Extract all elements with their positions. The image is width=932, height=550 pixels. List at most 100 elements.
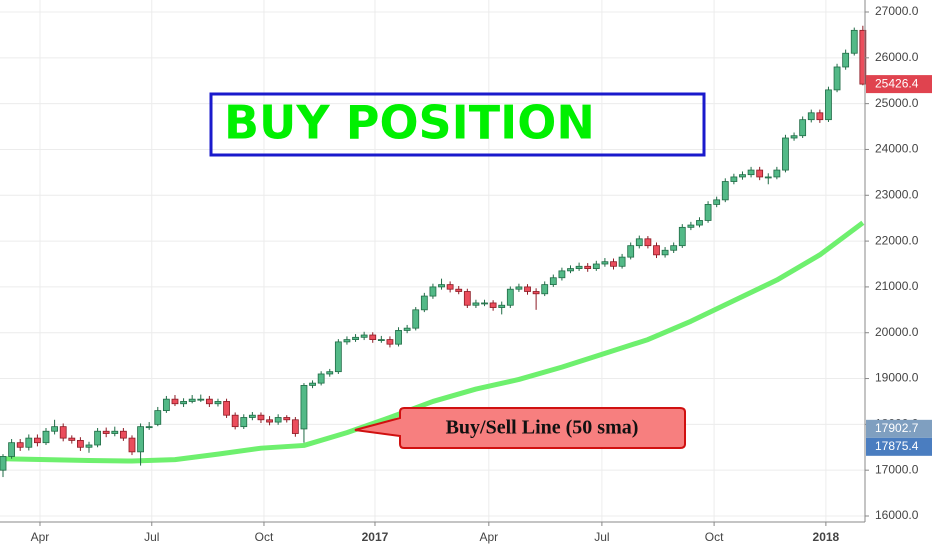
candle-body	[850, 29, 858, 54]
candle-body	[0, 456, 7, 471]
candle-body	[773, 169, 781, 178]
candle-body	[764, 176, 772, 179]
candle-body	[721, 181, 729, 201]
candle-body	[549, 277, 557, 286]
candle-body	[8, 442, 16, 457]
x-tick-label: Jul	[594, 530, 609, 544]
candle-body	[833, 66, 841, 91]
candle-body	[352, 336, 359, 341]
candle-body	[438, 284, 445, 288]
y-tick-label: 22000.0	[875, 233, 919, 247]
y-tick-label: 27000.0	[875, 4, 919, 18]
y-tick-label: 23000.0	[875, 187, 919, 201]
candle-body	[34, 437, 41, 444]
candle-body	[334, 341, 342, 373]
y-tick-label: 24000.0	[875, 142, 919, 156]
y-tick-label: 16000.0	[875, 508, 919, 522]
buy-text: BUY POSITION	[224, 96, 595, 150]
candle-body	[825, 89, 832, 121]
candle-body	[541, 284, 549, 295]
candle-body	[188, 398, 196, 402]
y-tick-label: 25000.0	[875, 96, 919, 110]
candle-body	[377, 339, 385, 342]
candle-body	[94, 430, 101, 446]
candle-body	[51, 426, 58, 432]
candle-body	[59, 426, 67, 439]
candle-body	[747, 169, 755, 176]
candle-body	[627, 245, 635, 258]
candle-body	[205, 398, 213, 405]
candle-body	[300, 385, 308, 430]
candle-body	[248, 414, 256, 418]
candle-body	[575, 265, 583, 269]
candle-body	[25, 437, 33, 448]
candle-body	[420, 295, 428, 311]
axes: 16000.017000.018000.019000.020000.021000…	[31, 4, 932, 544]
buy-box	[209, 92, 706, 157]
y-tick-label: 17000.0	[875, 462, 919, 476]
price-label: 25426.4	[875, 76, 919, 90]
candle-body	[240, 417, 248, 428]
candle-body	[807, 112, 815, 121]
candle-body	[76, 439, 84, 448]
candle-body	[644, 238, 652, 247]
candle-body	[713, 199, 721, 205]
candle-body	[102, 430, 110, 434]
candle-body	[498, 304, 506, 308]
candle-body	[85, 444, 93, 448]
candle-body	[687, 224, 695, 228]
x-tick-label: Oct	[705, 530, 724, 544]
candle-body	[395, 330, 402, 345]
candle-body	[429, 286, 437, 297]
candle-body	[601, 261, 609, 265]
candle-body	[283, 417, 291, 421]
candle-body	[111, 430, 119, 434]
candle-body	[197, 398, 205, 401]
candle-body	[584, 265, 592, 269]
candle-body	[42, 430, 50, 444]
candle-body	[661, 249, 669, 256]
candle-body	[489, 302, 497, 308]
price-label-bg	[866, 437, 932, 456]
candle-body	[506, 288, 514, 306]
candle-body	[799, 119, 807, 137]
candle-body	[257, 414, 265, 421]
candle-body	[266, 419, 273, 423]
candle-body	[403, 327, 411, 331]
candle-body	[68, 437, 76, 441]
candle-body	[223, 401, 230, 416]
sma-callout	[354, 407, 686, 449]
candle-body	[610, 261, 617, 267]
y-tick-label: 19000.0	[875, 371, 919, 385]
candle-body	[653, 245, 660, 256]
candle-body	[360, 334, 368, 338]
candle-body	[214, 401, 222, 405]
candle-body	[309, 382, 316, 386]
candle-body	[678, 226, 686, 247]
x-tick-label: 2018	[813, 530, 840, 544]
x-tick-label: Apr	[31, 530, 50, 544]
candle-body	[524, 286, 531, 292]
candles	[0, 25, 867, 478]
candle-body	[291, 419, 299, 434]
candle-body	[326, 371, 334, 375]
sma-layer	[2, 220, 865, 464]
y-tick-label: 21000.0	[875, 279, 919, 293]
y-tick-label: 26000.0	[875, 50, 919, 64]
x-tick-label: Apr	[479, 530, 498, 544]
candle-body	[481, 302, 488, 305]
candle-body	[171, 398, 179, 405]
x-tick-label: Jul	[144, 530, 159, 544]
candle-body	[472, 302, 480, 306]
y-tick-label: 20000.0	[875, 325, 919, 339]
candle-body	[696, 220, 703, 226]
candle-body	[446, 284, 454, 290]
price-label: 17875.4	[875, 439, 919, 453]
candle-body	[618, 256, 626, 267]
candle-body	[704, 204, 712, 221]
x-tick-label: 2017	[362, 530, 389, 544]
candle-body	[455, 288, 463, 292]
candle-body	[369, 334, 377, 341]
candle-body	[859, 29, 867, 85]
